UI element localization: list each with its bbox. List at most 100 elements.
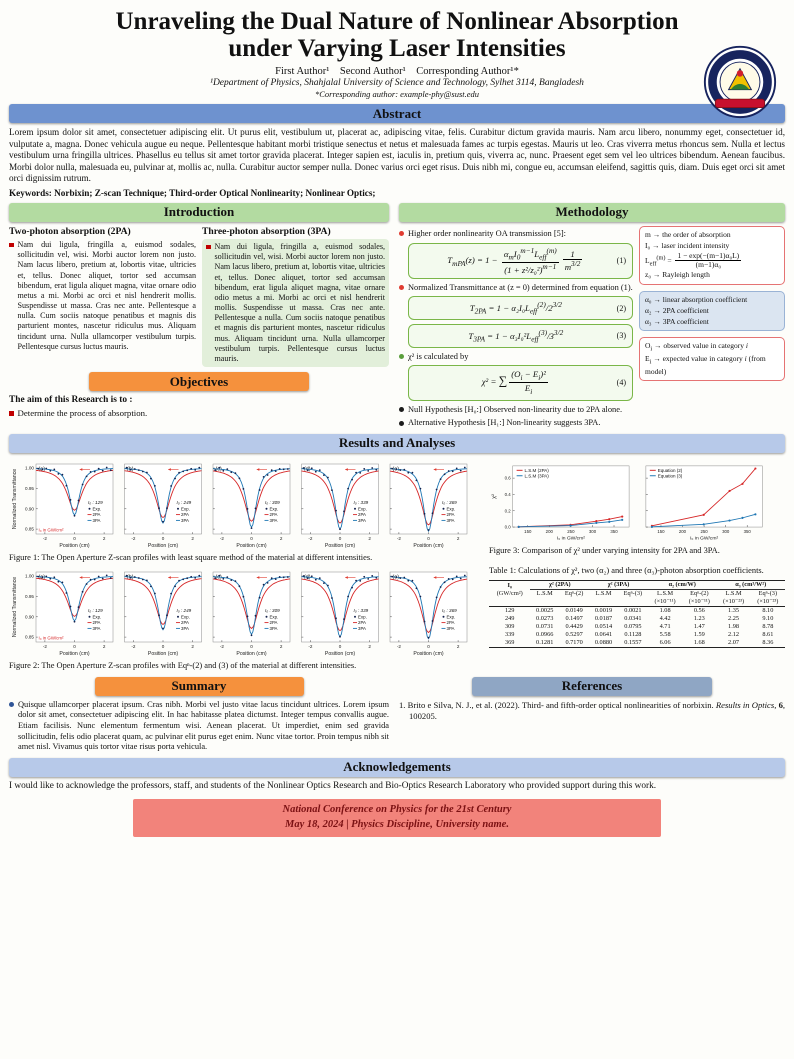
footer-line-2: May 18, 2024 | Physics Discipline, Unive…: [285, 818, 509, 830]
svg-text:Exp.: Exp.: [270, 506, 279, 511]
figure3-plot: χ² 0.0 0.2 0.4 0.6 150 200 250 300 350 I₀ in GW/cm…: [489, 457, 785, 546]
svg-text:-2: -2: [397, 536, 402, 541]
svg-text:I₀ in GW/cm²: I₀ in GW/cm²: [39, 636, 65, 641]
col-title-3pa: Three-photon absorption (3PA): [202, 225, 331, 237]
svg-text:0.85: 0.85: [25, 635, 34, 640]
svg-text:I₀ in GW/cm²: I₀ in GW/cm²: [690, 535, 718, 541]
svg-text:300: 300: [589, 528, 597, 533]
equation-1-body: TmPA(z) = 1 − αmI0m−1Leff(m) (1 + z²/z₀²)…: [447, 245, 583, 275]
svg-text:Position (cm): Position (cm): [413, 651, 444, 657]
svg-text:2: 2: [280, 644, 283, 649]
svg-text:2PA: 2PA: [270, 620, 278, 625]
svg-text:Normalized Transmittance: Normalized Transmittance: [12, 577, 18, 637]
svg-text:2: 2: [103, 536, 106, 541]
black-bullet-icon: [399, 407, 404, 413]
svg-text:Position (cm): Position (cm): [413, 543, 444, 549]
results-table: I₀ χ² (2PA) χ² (3PA) α₂ (cm/W) α₃ (cm³/W²) (G…: [489, 579, 785, 648]
equation-4-number: (4): [616, 378, 626, 388]
objectives-header: Objectives: [88, 372, 310, 392]
svg-text:-2: -2: [43, 644, 48, 649]
svg-text:2PA: 2PA: [181, 512, 189, 517]
svg-text:0: 0: [73, 536, 76, 541]
svg-text:Position (cm): Position (cm): [325, 543, 356, 549]
black-bullet-icon: [399, 420, 404, 426]
university-logo-icon: [702, 44, 778, 128]
svg-text:200: 200: [679, 528, 687, 533]
svg-text:I₀ : 129: I₀ : 129: [88, 608, 103, 613]
equation-3: T3PA = 1 − α₃I₀²Leff(3)/33/2 (3): [408, 323, 633, 348]
methodology-main: Higher order nonlinearity OA transmissio…: [399, 226, 633, 429]
svg-text:0.95: 0.95: [25, 486, 34, 491]
intro-col-3pa: Three-photon absorption (3PA) Nam dui li…: [202, 225, 389, 368]
svg-text:2: 2: [103, 644, 106, 649]
svg-text:-2: -2: [220, 536, 225, 541]
svg-text:0.0: 0.0: [505, 524, 512, 529]
intro-3pa-body: Nam dui ligula, fringilla a, euismod sod…: [214, 241, 386, 364]
svg-text:L.S.M (2PA): L.S.M (2PA): [525, 468, 550, 473]
figure-2: Normalized Transmittance 1.00 0.95 0.90 0.85…: [9, 565, 481, 672]
summary-header: Summary: [94, 676, 304, 696]
svg-text:0.90: 0.90: [25, 506, 34, 511]
svg-text:Exp.: Exp.: [181, 615, 190, 620]
green-bullet-icon: [399, 354, 404, 360]
affiliation-line: ¹Department of Physics, Shahjalal Univer…: [210, 78, 584, 88]
abstract-keywords: Keywords: Norbixin; Z-scan Technique; Th…: [9, 187, 376, 198]
table-row: 309 0.0731 0.4429 0.0514 0.0795 4.71 1.47 1.98 8…: [504, 623, 774, 631]
definitions-box-transmission: m → the order of absorption I₀ → laser in…: [639, 225, 785, 285]
methodology-bullet-2: Normalized Transmittance at (z = 0) dete…: [408, 282, 633, 292]
svg-text:-2: -2: [220, 644, 225, 649]
svg-text:1.00: 1.00: [25, 465, 34, 470]
introduction-header: Introduction: [9, 202, 389, 222]
equation-2: T2PA = 1 − α₂I₀Leff(2)/23/2 (2): [408, 296, 633, 320]
svg-text:I₀ : 369: I₀ : 369: [442, 608, 457, 613]
svg-text:-2: -2: [131, 536, 136, 541]
footer-line-1: National Conference on Physics for the 2…: [282, 804, 512, 816]
svg-text:150: 150: [524, 528, 532, 533]
figure-1: Normalized Transmittance 1.00 0.95 0.90 0.85…: [9, 457, 481, 564]
svg-text:3PA: 3PA: [358, 518, 366, 523]
svg-text:3PA: 3PA: [447, 518, 455, 523]
svg-text:3PA: 3PA: [270, 518, 278, 523]
svg-text:-2: -2: [131, 644, 136, 649]
svg-text:2PA: 2PA: [270, 512, 278, 517]
svg-text:2PA: 2PA: [447, 512, 455, 517]
col-title-2pa: Two-photon absorption (2PA): [9, 225, 131, 237]
svg-text:300: 300: [722, 528, 730, 533]
svg-text:-2: -2: [397, 644, 402, 649]
svg-text:Exp.: Exp.: [270, 615, 279, 620]
svg-text:I₀ : 309: I₀ : 309: [265, 500, 280, 505]
square-bullet-icon: [9, 411, 14, 416]
svg-text:I₀ : 249: I₀ : 249: [177, 608, 192, 613]
svg-text:0.95: 0.95: [25, 594, 34, 599]
svg-text:2: 2: [368, 536, 371, 541]
poster-title: Unraveling the Dual Nature of Nonlinear …: [115, 8, 679, 62]
svg-text:I₀ : 129: I₀ : 129: [88, 500, 103, 505]
table-row: 129 0.0025 0.0149 0.0019 0.0021 1.08 0.56 1.35 8…: [504, 607, 774, 615]
intro-2pa-body: Nam dui ligula, fringilla a, euismod sod…: [17, 239, 197, 351]
svg-text:I₀ : 249: I₀ : 249: [177, 500, 192, 505]
svg-text:2: 2: [191, 644, 194, 649]
figure1-caption: Figure 1: The Open Aperture Z-scan profi…: [9, 552, 373, 562]
figure1-plot: Normalized Transmittance 1.00 0.95 0.90 0.85…: [9, 457, 481, 552]
svg-text:2PA: 2PA: [93, 512, 101, 517]
equation-1: TmPA(z) = 1 − αmI0m−1Leff(m) (1 + z²/z₀²)…: [408, 242, 633, 279]
svg-text:Equation (2): Equation (2): [658, 468, 683, 473]
svg-text:χ²: χ²: [491, 494, 497, 499]
red-bullet-icon: [399, 285, 404, 291]
svg-text:0.2: 0.2: [505, 508, 512, 513]
svg-text:2: 2: [457, 644, 460, 649]
authors-line: First Author¹ Second Author¹ Correspondi…: [275, 66, 519, 77]
svg-text:Position (cm): Position (cm): [59, 651, 90, 657]
equation-2-body: T2PA = 1 − α₂I₀Leff(2)/23/2: [469, 300, 562, 316]
equation-2-number: (2): [616, 303, 626, 313]
methodology-header: Methodology: [399, 202, 785, 222]
svg-text:-2: -2: [308, 536, 313, 541]
svg-text:Position (cm): Position (cm): [236, 543, 267, 549]
svg-text:Exp.: Exp.: [358, 506, 367, 511]
table-1-block: Table 1: Calculations of χ², two (α₂) an…: [489, 565, 785, 648]
reference-entry: 1. Brito e Silva, N. J., et al. (2022). …: [399, 699, 786, 721]
svg-text:0: 0: [250, 644, 253, 649]
results-header: Results and Analyses: [9, 433, 785, 453]
svg-text:2PA: 2PA: [93, 620, 101, 625]
objectives-item: Determine the process of absorption.: [17, 408, 148, 419]
